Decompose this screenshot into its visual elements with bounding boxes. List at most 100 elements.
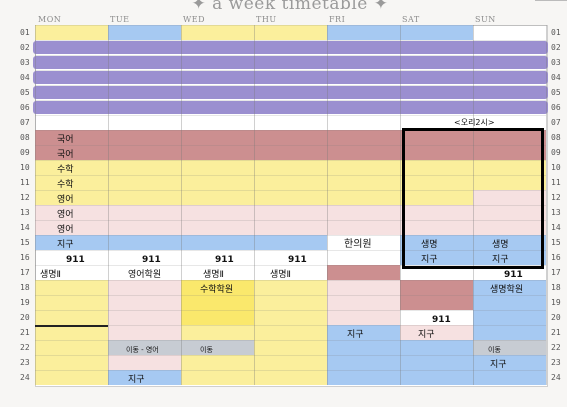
note-tue-eng-academy: 영어학원 xyxy=(128,270,162,280)
note-wed-bio2: 생명Ⅱ xyxy=(203,270,224,280)
hour-label: 19 xyxy=(20,298,30,307)
hour-label: 07 xyxy=(20,118,30,127)
schedule-block xyxy=(400,130,473,160)
note-tue-move-english: 이동 - 영어 xyxy=(126,346,159,354)
hour-label: 18 xyxy=(20,283,30,292)
hour-label: 11 xyxy=(551,178,561,187)
schedule-block xyxy=(400,280,473,310)
grid-row-line xyxy=(35,40,546,41)
grid-row-line xyxy=(35,235,546,236)
schedule-block xyxy=(327,205,400,235)
note-sun-bio-academy: 생명학원 xyxy=(490,285,524,295)
note-sat-earth-2: 지구 xyxy=(418,330,435,340)
sleep-block xyxy=(33,41,548,54)
schedule-block xyxy=(473,355,546,385)
hour-label: 03 xyxy=(551,58,561,67)
day-header-mon: MON xyxy=(38,15,62,24)
hour-label: 08 xyxy=(20,133,30,142)
hour-label: 19 xyxy=(551,298,561,307)
schedule-block xyxy=(108,25,181,40)
grid-column-line xyxy=(473,25,474,385)
grid-row-line xyxy=(35,130,546,131)
hour-label: 07 xyxy=(551,118,561,127)
note-thu-bio2: 생명Ⅱ xyxy=(270,270,291,280)
note-sun-move: 이동 xyxy=(488,346,501,354)
note-wed-911: 911 xyxy=(215,255,234,265)
schedule-block xyxy=(254,160,327,205)
schedule-block xyxy=(108,235,181,250)
schedule-block xyxy=(181,325,254,340)
schedule-block xyxy=(181,160,254,205)
hour-label: 09 xyxy=(551,148,561,157)
note-mon-math-2: 수학 xyxy=(57,180,74,190)
schedule-block xyxy=(327,355,400,385)
note-mon-science: 지구 xyxy=(57,240,74,250)
schedule-block xyxy=(473,130,546,160)
note-fri-academy: 한의원 xyxy=(344,239,372,250)
day-header-tue: TUE xyxy=(110,15,130,24)
hour-label: 21 xyxy=(551,328,561,337)
hour-label: 04 xyxy=(20,73,30,82)
grid-row-line xyxy=(35,355,546,356)
schedule-block xyxy=(254,25,327,40)
schedule-block xyxy=(473,160,546,190)
hour-label: 14 xyxy=(551,223,561,232)
schedule-block xyxy=(181,355,254,385)
hour-label: 03 xyxy=(20,58,30,67)
schedule-block xyxy=(473,190,546,235)
grid-row-line xyxy=(35,100,546,101)
schedule-block xyxy=(35,280,108,340)
schedule-block xyxy=(327,265,400,280)
grid-row-line xyxy=(35,370,546,371)
hour-label: 20 xyxy=(551,313,561,322)
schedule-block xyxy=(108,160,181,205)
corner-mark xyxy=(535,0,567,7)
note-tue-911: 911 xyxy=(142,255,161,265)
grid-column-line xyxy=(254,25,255,385)
hour-label: 12 xyxy=(20,193,30,202)
hour-label: 01 xyxy=(20,28,30,37)
grid-row-line xyxy=(35,250,546,251)
hour-label: 09 xyxy=(20,148,30,157)
grid-column-line xyxy=(181,25,182,385)
grid-row-line xyxy=(35,205,546,206)
day-header-wed: WED xyxy=(183,15,205,24)
note-mon-english-1: 영어 xyxy=(57,195,74,205)
hour-label: 23 xyxy=(551,358,561,367)
schedule-block xyxy=(473,235,546,265)
note-sat-earth: 지구 xyxy=(421,255,438,265)
schedule-block xyxy=(400,160,473,205)
schedule-block xyxy=(473,340,546,355)
schedule-block xyxy=(35,340,108,355)
schedule-block xyxy=(400,25,473,40)
day-header-thu: THU xyxy=(256,15,277,24)
grid-row-line xyxy=(35,310,546,311)
grid-column-line xyxy=(400,25,401,385)
note-wed-move: 이동 xyxy=(200,346,213,354)
note-mon-korean-2: 국어 xyxy=(57,150,74,160)
hour-label: 06 xyxy=(20,103,30,112)
hour-label: 22 xyxy=(20,343,30,352)
note-sat-911: 911 xyxy=(432,315,451,325)
grid-row-line xyxy=(35,340,546,341)
schedule-block xyxy=(254,280,327,340)
hour-label: 06 xyxy=(551,103,561,112)
grid-column-line xyxy=(546,25,547,385)
hour-label: 13 xyxy=(551,208,561,217)
schedule-block xyxy=(254,205,327,235)
grid-column-line xyxy=(108,25,109,385)
hour-label: 24 xyxy=(20,373,30,382)
note-mon-english-3: 영어 xyxy=(57,225,74,235)
note-mon-math-1: 수학 xyxy=(57,165,74,175)
schedule-block xyxy=(35,160,108,205)
schedule-block xyxy=(108,370,181,385)
note-sun-911: 911 xyxy=(504,270,523,280)
hour-label: 17 xyxy=(551,268,561,277)
schedule-block xyxy=(400,325,473,340)
hour-label: 05 xyxy=(551,88,561,97)
hour-label: 02 xyxy=(551,43,561,52)
note-mon-bio2: 생명Ⅱ xyxy=(40,270,61,280)
hour-label: 05 xyxy=(20,88,30,97)
note-sun-earth-2: 지구 xyxy=(490,360,507,370)
